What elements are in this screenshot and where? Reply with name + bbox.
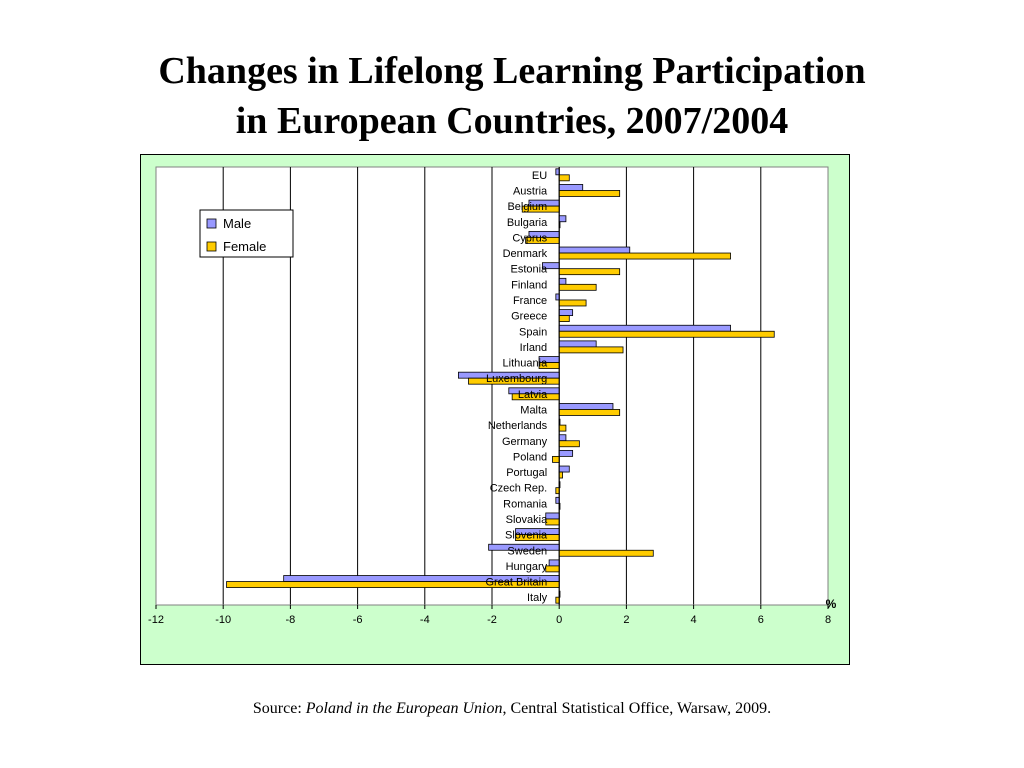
bar-female-spain — [558, 330, 775, 338]
bar-male-eu — [555, 168, 560, 176]
x-tick-label: -4 — [420, 614, 430, 626]
source-prefix: Source: — [252, 700, 306, 717]
source-publication: Poland in the European Union — [305, 700, 503, 717]
bar-chart: -12 -10 -8 -6 -4 -2 0 2 4 6 8% EU Austria Belgium Bulg… — [148, 166, 837, 626]
bar-male-greece — [558, 309, 574, 317]
bar-female-sweden — [558, 549, 654, 557]
bar-male-germany — [558, 434, 567, 442]
category-label: Greece — [511, 311, 547, 323]
source-suffix: , Central Statistical Office, Warsaw, 20… — [502, 700, 772, 717]
bar-female-slovakia — [545, 518, 560, 526]
bar-male-malta — [558, 403, 614, 410]
bar-female-germany — [558, 440, 580, 448]
category-label: Denmark — [503, 248, 548, 260]
legend-label-male: Male — [223, 216, 251, 231]
bar-male-portugal — [558, 465, 570, 473]
bar-female-portugal — [558, 471, 563, 479]
category-label: Romania — [503, 498, 548, 510]
chart-title: Changes in Lifelong Learning Participati… — [0, 46, 1024, 146]
bar-female-estonia — [558, 268, 621, 276]
category-label: Lithuania — [503, 358, 549, 370]
bar-male-bulgaria — [558, 215, 567, 223]
category-label: Slovenia — [505, 530, 548, 542]
bar-male-denmark — [558, 246, 631, 254]
category-label: Austria — [513, 185, 548, 197]
category-label: Czech Rep. — [490, 483, 547, 495]
x-tick-label: 8 — [825, 614, 831, 626]
category-label: Slovakia — [506, 514, 548, 526]
bar-female-greece — [558, 315, 570, 323]
bar-female-netherlands — [558, 424, 567, 432]
x-tick-label: -10 — [215, 614, 231, 626]
bar-female-poland — [552, 455, 560, 463]
bar-male-romania — [555, 496, 560, 504]
legend-label-female: Female — [223, 239, 266, 254]
category-label: Poland — [513, 451, 547, 463]
category-label: Malta — [520, 404, 548, 416]
legend-swatch-male — [206, 218, 217, 229]
bar-female-czech-rep- — [555, 487, 560, 495]
bar-female-denmark — [558, 252, 731, 260]
category-label: Great Britain — [485, 577, 547, 589]
bar-male-spain — [558, 324, 731, 332]
bar-male-poland — [558, 449, 574, 457]
x-tick-label: -2 — [487, 614, 497, 626]
x-tick-label: 4 — [691, 614, 697, 626]
bar-female-eu — [558, 174, 570, 182]
x-tick-label: 2 — [623, 614, 629, 626]
category-label: Bulgaria — [507, 217, 548, 229]
category-label: Irland — [520, 342, 548, 354]
title-line-1: Changes in Lifelong Learning Participati… — [158, 50, 866, 92]
category-label: Belgium — [507, 201, 547, 213]
bar-female-irland — [558, 346, 624, 354]
bar-male-irland — [558, 340, 597, 348]
bar-male-hungary — [548, 559, 560, 567]
title-line-2: in European Countries, 2007/2004 — [235, 100, 789, 142]
bar-female-austria — [558, 190, 621, 197]
legend — [199, 209, 294, 258]
bar-female-france — [558, 299, 587, 307]
bar-male-france — [555, 293, 560, 301]
bar-male-finland — [558, 277, 567, 285]
bar-female-italy — [555, 596, 560, 604]
category-label: Netherlands — [488, 420, 548, 432]
category-label: Sweden — [507, 545, 547, 557]
bar-male-austria — [558, 184, 584, 191]
bar-female-finland — [558, 283, 597, 291]
bar-female-malta — [558, 409, 621, 416]
category-label: Latvia — [518, 389, 548, 401]
category-label: Portugal — [506, 467, 547, 479]
category-label: Hungary — [506, 561, 548, 573]
category-label: Estonia — [510, 264, 548, 276]
x-tick-label: 0 — [556, 614, 562, 626]
category-label: France — [513, 295, 547, 307]
x-tick-label: 6 — [758, 614, 764, 626]
legend-swatch-female — [206, 241, 217, 252]
category-label: EU — [532, 170, 547, 182]
category-label: Italy — [527, 592, 548, 604]
category-label: Germany — [502, 436, 548, 448]
x-tick-label: -6 — [353, 614, 363, 626]
chart-area: -12 -10 -8 -6 -4 -2 0 2 4 6 8% EU Austria Belgium Bulg… — [140, 154, 850, 665]
x-unit-label: % — [826, 597, 837, 611]
category-label: Spain — [519, 326, 547, 338]
category-label: Finland — [511, 279, 547, 291]
x-tick-label: -12 — [148, 614, 164, 626]
bar-female-hungary — [545, 565, 560, 573]
category-label: Luxembourg — [486, 373, 547, 385]
source-note: Source: Poland in the European Union, Ce… — [0, 700, 1024, 718]
bar-male-slovakia — [545, 512, 560, 520]
x-tick-label: -8 — [286, 614, 296, 626]
category-label: Cyprus — [512, 232, 547, 244]
